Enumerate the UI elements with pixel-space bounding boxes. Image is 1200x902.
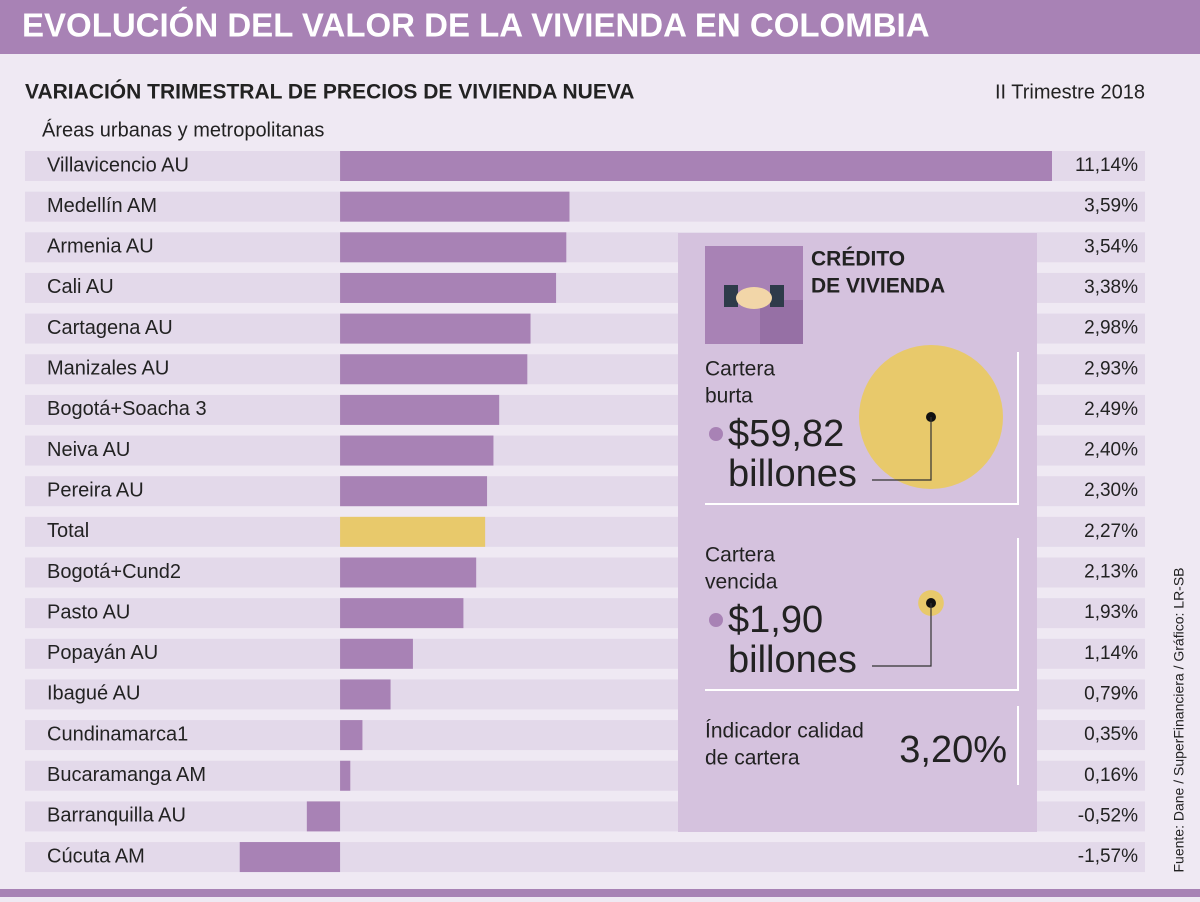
category-label: Villavicencio AU: [47, 154, 189, 176]
chart-title: VARIACIÓN TRIMESTRAL DE PRECIOS DE VIVIE…: [25, 80, 634, 104]
bar: [340, 313, 531, 344]
amount: $59,82: [728, 413, 844, 455]
value-label: 2,98%: [1084, 318, 1138, 339]
bar: [340, 598, 464, 629]
category-label: Neiva AU: [47, 439, 130, 461]
bar: [340, 354, 528, 385]
row-band: [25, 842, 1145, 873]
value-label: 2,13%: [1084, 562, 1138, 583]
indicator-label: de cartera: [705, 747, 800, 770]
value-label: 0,35%: [1084, 724, 1138, 745]
value-label: -1,57%: [1078, 846, 1138, 867]
icon-cuff-left: [724, 285, 738, 307]
source: Fuente: Dane / SuperFinanciera / Gráfico…: [1171, 567, 1187, 872]
category-label: Cundinamarca1: [47, 723, 188, 745]
category-label: Bogotá+Soacha 3: [47, 398, 207, 420]
footer-bar: [0, 889, 1200, 897]
item-label: vencida: [705, 571, 778, 594]
bar: [340, 557, 477, 588]
bar: [340, 191, 570, 222]
value-label: 11,14%: [1075, 155, 1138, 176]
category-label: Barranquilla AU: [47, 805, 186, 827]
category-label: Pasto AU: [47, 601, 130, 623]
bar: [340, 232, 567, 263]
amount: $1,90: [728, 599, 823, 641]
value-label: 2,27%: [1084, 521, 1138, 542]
bracket: [705, 352, 1019, 505]
value-label: 2,93%: [1084, 358, 1138, 379]
category-label: Total: [47, 520, 89, 542]
icon-shadow: [760, 300, 803, 344]
row-band: [25, 191, 1145, 222]
bar: [340, 272, 557, 303]
item-label: Cartera: [705, 544, 775, 567]
category-label: Bucaramanga AM: [47, 764, 206, 786]
icon-cuff-right: [770, 285, 784, 307]
bar: [340, 679, 391, 710]
item-label: Cartera: [705, 358, 775, 381]
bar: [306, 801, 341, 832]
bar: [340, 638, 413, 669]
unit: billones: [728, 453, 857, 495]
category-label: Bogotá+Cund2: [47, 561, 181, 583]
bar: [340, 394, 500, 425]
icon-hands: [736, 287, 772, 309]
header-bar: [0, 0, 1200, 54]
bullet: [709, 427, 723, 441]
period: II Trimestre 2018: [995, 81, 1145, 103]
indicator-label: Índicador calidad: [705, 720, 864, 743]
value-label: 2,49%: [1084, 399, 1138, 420]
category-label: Cali AU: [47, 276, 114, 298]
bracket: [705, 538, 1019, 691]
value-label: 1,14%: [1084, 643, 1138, 664]
category-label: Ibagué AU: [47, 683, 140, 705]
bar: [340, 151, 1053, 181]
panel-title: DE VIVIENDA: [811, 275, 945, 298]
unit: billones: [728, 639, 857, 681]
value-label: -0,52%: [1078, 805, 1138, 826]
category-label: Manizales AU: [47, 358, 169, 380]
value-label: 3,54%: [1084, 236, 1138, 257]
connector: [872, 417, 932, 481]
category-label: Popayán AU: [47, 642, 158, 664]
subtitle: Áreas urbanas y metropolitanas: [42, 118, 324, 141]
bar: [340, 516, 486, 547]
bullet: [709, 613, 723, 627]
value-label: 0,16%: [1084, 765, 1138, 786]
category-label: Pereira AU: [47, 479, 144, 501]
connector: [872, 603, 932, 667]
category-label: Armenia AU: [47, 236, 154, 258]
bar: [340, 435, 494, 466]
value-label: 1,93%: [1084, 602, 1138, 623]
item-label: burta: [705, 385, 753, 408]
category-label: Cartagena AU: [47, 317, 173, 339]
category-label: Medellín AM: [47, 195, 157, 217]
bar: [340, 720, 363, 751]
category-label: Cúcuta AM: [47, 845, 145, 867]
value-label: 3,38%: [1084, 277, 1138, 298]
indicator-value: 3,20%: [899, 729, 1007, 771]
value-label: 2,40%: [1084, 440, 1138, 461]
value-label: 3,59%: [1084, 196, 1138, 217]
bar: [340, 760, 351, 791]
value-label: 2,30%: [1084, 480, 1138, 501]
value-label: 0,79%: [1084, 683, 1138, 704]
header-title: EVOLUCIÓN DEL VALOR DE LA VIVIENDA EN CO…: [22, 7, 930, 44]
bar: [340, 476, 488, 507]
panel-title: CRÉDITO: [811, 248, 905, 271]
bar: [239, 842, 341, 873]
